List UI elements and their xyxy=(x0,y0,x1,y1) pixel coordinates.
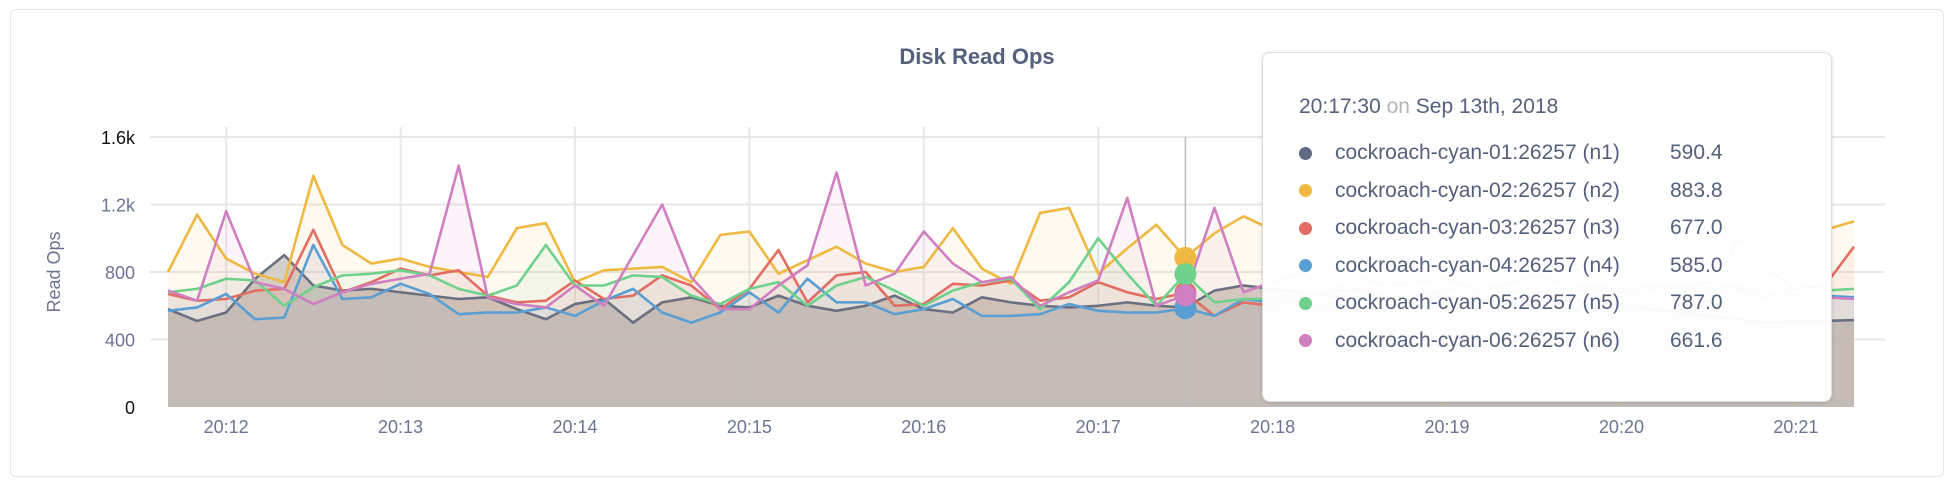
x-tick-label: 20:18 xyxy=(1250,417,1295,437)
tooltip-series-value: 661.6 xyxy=(1670,328,1723,352)
x-tick-label: 20:12 xyxy=(204,417,249,437)
y-tick-label: 1.2k xyxy=(101,196,136,216)
tooltip-series-name: cockroach-cyan-02:26257 (n2) xyxy=(1335,178,1620,202)
tooltip-row: cockroach-cyan-05:26257 (n5) 787.0 xyxy=(1299,288,1770,318)
x-tick-label: 20:19 xyxy=(1425,417,1470,437)
tooltip-row: cockroach-cyan-04:26257 (n4) 585.0 xyxy=(1299,251,1770,281)
hover-point xyxy=(1174,284,1197,307)
tooltip-series-value: 590.4 xyxy=(1670,141,1723,164)
tooltip-series-value: 585.0 xyxy=(1670,253,1723,277)
x-tick-label: 20:16 xyxy=(901,417,946,437)
x-tick-label: 20:21 xyxy=(1773,417,1818,437)
series-color-dot-icon xyxy=(1299,334,1312,347)
tooltip-row: cockroach-cyan-03:26257 (n3) 677.0 xyxy=(1299,213,1770,243)
tooltip-series-name: cockroach-cyan-03:26257 (n3) xyxy=(1335,216,1620,239)
series-color-dot-icon xyxy=(1299,296,1312,310)
series-color-dot-icon xyxy=(1299,259,1312,272)
x-tick-label: 20:15 xyxy=(727,417,772,437)
hover-indicator xyxy=(1174,137,1197,407)
series-color-dot-icon xyxy=(1299,184,1312,197)
tooltip-series-value: 677.0 xyxy=(1670,216,1723,239)
x-axis-ticks: 20:12 20:13 20:14 20:15 20:16 20:17 20:18 20:19… xyxy=(204,417,1819,437)
y-axis-label: Read Ops xyxy=(44,231,64,312)
tooltip-date: Sep 13th, 2018 xyxy=(1415,95,1559,118)
y-tick-label: 1.6k xyxy=(101,128,136,148)
tooltip-series-name: cockroach-cyan-01:26257 (n1) xyxy=(1335,141,1620,164)
tooltip-timestamp: 20:17:30 on Sep 13th, 2018 xyxy=(1299,95,1558,119)
tooltip-series-name: cockroach-cyan-05:26257 (n5) xyxy=(1335,291,1620,314)
x-tick-label: 20:20 xyxy=(1599,417,1644,437)
tooltip-series-name: cockroach-cyan-04:26257 (n4) xyxy=(1335,253,1620,277)
tooltip-series-value: 787.0 xyxy=(1670,291,1723,314)
tooltip-series-name: cockroach-cyan-06:26257 (n6) xyxy=(1335,328,1620,352)
chart-title: Disk Read Ops xyxy=(899,44,1055,69)
y-tick-label: 400 xyxy=(105,331,135,351)
tooltip: 20:17:30 on Sep 13th, 2018 cockroach-cya… xyxy=(1262,52,1832,402)
tooltip-row: cockroach-cyan-06:26257 (n6) 661.6 xyxy=(1299,326,1770,356)
tooltip-series-value: 883.8 xyxy=(1670,178,1723,202)
y-tick-label: 800 xyxy=(105,263,135,283)
tooltip-on: on xyxy=(1386,95,1410,118)
x-tick-label: 20:13 xyxy=(378,417,423,437)
y-tick-label: 0 xyxy=(125,398,135,418)
tooltip-row: cockroach-cyan-01:26257 (n1) 590.4 xyxy=(1299,138,1770,168)
x-tick-label: 20:14 xyxy=(552,417,597,437)
tooltip-row: cockroach-cyan-02:26257 (n2) 883.8 xyxy=(1299,176,1770,206)
y-axis-ticks: 0 400 800 1.2k 1.6k xyxy=(101,128,136,418)
series-color-dot-icon xyxy=(1299,146,1312,160)
hover-point xyxy=(1174,246,1197,269)
hover-point xyxy=(1174,263,1197,286)
x-tick-label: 20:17 xyxy=(1076,417,1121,437)
series-color-dot-icon xyxy=(1299,221,1312,235)
tooltip-time: 20:17:30 xyxy=(1299,95,1381,118)
